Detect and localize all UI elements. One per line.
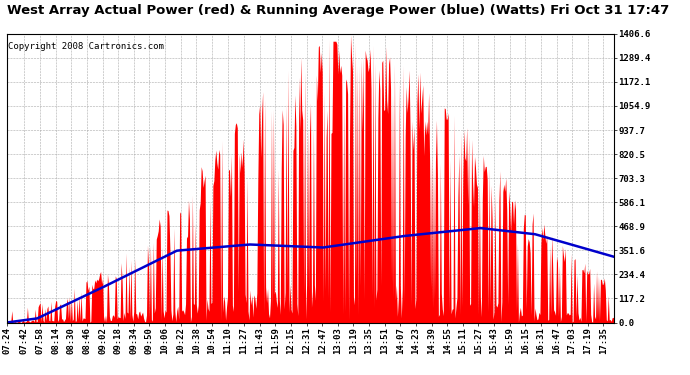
Text: West Array Actual Power (red) & Running Average Power (blue) (Watts) Fri Oct 31 : West Array Actual Power (red) & Running … bbox=[7, 4, 669, 17]
Text: Copyright 2008 Cartronics.com: Copyright 2008 Cartronics.com bbox=[8, 42, 164, 51]
